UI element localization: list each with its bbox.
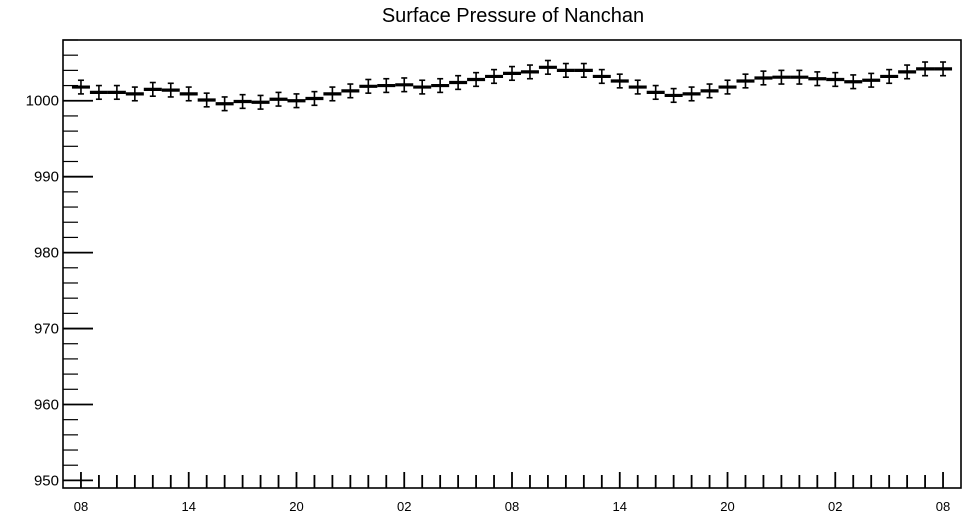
data-point xyxy=(718,79,737,95)
data-point xyxy=(161,82,180,98)
data-point xyxy=(341,83,360,99)
data-point xyxy=(269,91,288,107)
data-point xyxy=(503,65,521,82)
x-tick-label: 08 xyxy=(936,499,950,514)
data-point xyxy=(215,96,234,112)
data-point xyxy=(197,92,216,108)
data-point xyxy=(359,78,378,94)
x-axis: 08 14 20 02 08 14 20 02 08 xyxy=(74,472,950,514)
chart-title: Surface Pressure of Nanchan xyxy=(382,5,644,27)
y-tick-label: 970 xyxy=(34,321,59,338)
data-point xyxy=(844,74,863,90)
data-point xyxy=(664,87,683,104)
data-point xyxy=(323,86,342,102)
x-tick-label: 20 xyxy=(289,499,303,514)
y-tick-label: 950 xyxy=(34,472,59,489)
data-point xyxy=(826,71,845,88)
data-point xyxy=(556,62,575,79)
plot-frame xyxy=(62,39,962,489)
x-tick-label: 02 xyxy=(828,499,842,514)
data-point xyxy=(628,79,647,95)
y-axis: 950 960 970 980 990 1000 xyxy=(26,39,93,489)
data-point xyxy=(71,79,90,95)
data-point xyxy=(233,93,252,110)
data-point xyxy=(610,73,629,89)
data-point xyxy=(790,69,809,85)
data-point xyxy=(916,61,935,77)
y-tick-label: 990 xyxy=(34,169,59,186)
data-point xyxy=(574,62,593,79)
data-point xyxy=(431,77,450,94)
data-point xyxy=(934,61,953,77)
data-point xyxy=(862,72,881,88)
data-point xyxy=(251,94,270,110)
data-point xyxy=(377,77,396,94)
data-point xyxy=(808,71,827,87)
data-point xyxy=(592,68,611,85)
data-point xyxy=(179,86,198,102)
data-point xyxy=(305,90,324,107)
data-point xyxy=(485,68,504,85)
data-point xyxy=(736,73,755,89)
x-tick-label: 20 xyxy=(720,499,734,514)
data-point xyxy=(646,84,665,101)
data-point xyxy=(143,81,162,97)
data-point xyxy=(449,74,468,91)
data-point xyxy=(125,86,144,102)
y-tick-label: 960 xyxy=(34,396,59,413)
data-point xyxy=(395,77,414,93)
data-point xyxy=(413,79,432,95)
data-points xyxy=(71,59,953,112)
data-point xyxy=(107,84,126,101)
x-tick-label: 08 xyxy=(505,499,519,514)
data-point xyxy=(700,83,719,99)
data-point xyxy=(880,68,899,85)
y-tick-label: 980 xyxy=(34,245,59,262)
data-point xyxy=(287,93,306,109)
data-point xyxy=(898,64,917,80)
x-tick-label: 08 xyxy=(74,499,88,514)
data-point xyxy=(754,70,773,86)
x-tick-label: 14 xyxy=(613,499,627,514)
data-point xyxy=(467,71,486,88)
data-point xyxy=(89,84,108,101)
data-point xyxy=(772,69,791,85)
data-point xyxy=(682,86,701,102)
x-tick-label: 14 xyxy=(181,499,195,514)
x-tick-label: 02 xyxy=(397,499,411,514)
y-tick-label: 1000 xyxy=(26,93,59,110)
data-point xyxy=(538,59,557,75)
data-point xyxy=(520,64,539,80)
